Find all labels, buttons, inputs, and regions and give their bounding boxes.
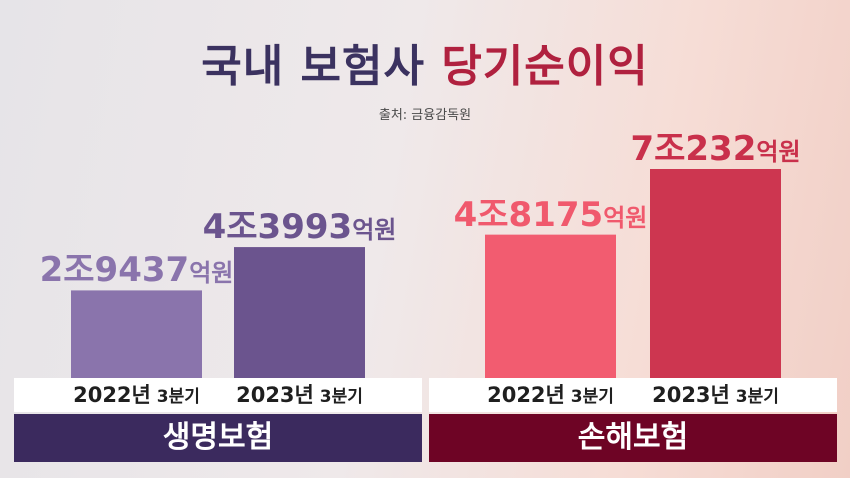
bar: [234, 247, 365, 378]
bar: [485, 234, 616, 378]
bar: [650, 169, 781, 378]
year-band: [14, 378, 422, 412]
x-tick-label: 2022년 3분기: [487, 383, 614, 407]
bar: [71, 290, 202, 378]
data-label: 4조8175억원: [453, 194, 648, 235]
data-label: 7조232억원: [630, 129, 801, 169]
x-tick-label: 2023년 3분기: [652, 383, 779, 407]
x-tick-label: 2022년 3분기: [73, 383, 200, 407]
year-band: [429, 378, 837, 412]
x-tick-label: 2023년 3분기: [236, 383, 363, 407]
title-part2: 당기순이익: [441, 41, 649, 92]
category-label: 생명보험: [14, 414, 422, 462]
data-label: 2조9437억원: [39, 250, 234, 291]
category-label: 손해보험: [429, 414, 837, 462]
data-label: 4조3993억원: [202, 207, 397, 248]
page-title: 국내 보험사 당기순이익: [0, 30, 850, 94]
source-note: 출처: 금융감독원: [378, 108, 472, 123]
title-part1: 국내 보험사: [201, 41, 425, 92]
